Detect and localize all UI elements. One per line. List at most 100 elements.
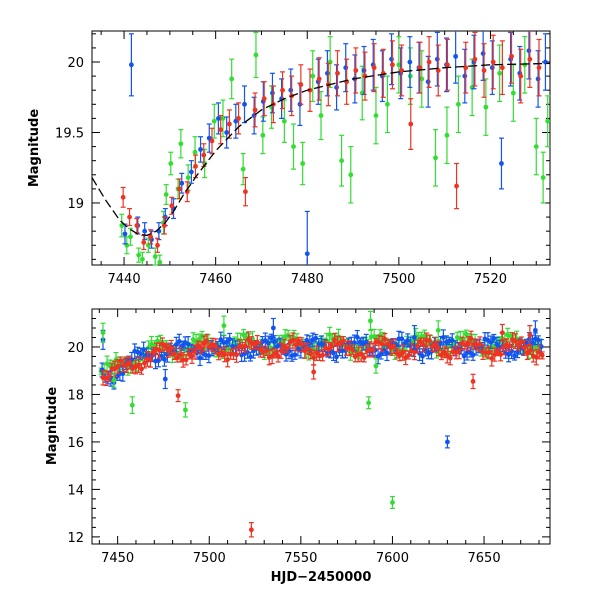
top-green-point xyxy=(444,132,450,138)
bottom-red-point xyxy=(311,355,317,361)
bottom-red-outlier xyxy=(248,527,254,533)
top-panel-frame xyxy=(91,30,551,266)
top-red-point xyxy=(227,121,232,127)
top-blue-point xyxy=(216,115,221,121)
bottom-y-tick-label: 12 xyxy=(67,531,84,546)
top-red-point xyxy=(527,56,533,62)
bottom-red-point xyxy=(284,345,290,351)
bottom-green-outlier xyxy=(390,500,395,505)
bottom-red-point xyxy=(465,340,471,346)
top-green-point xyxy=(396,62,402,68)
bottom-red-point xyxy=(415,343,420,349)
bottom-blue-point xyxy=(524,340,529,346)
top-red-point xyxy=(193,163,198,169)
top-blue-point xyxy=(334,84,339,90)
bottom-green-outlier xyxy=(435,327,441,333)
top-y-tick-label: 19.5 xyxy=(55,126,84,141)
top-blue-point xyxy=(343,65,349,71)
top-red-point xyxy=(518,73,524,79)
top-green-point xyxy=(310,73,316,79)
top-blue-point xyxy=(304,251,310,257)
top-green-point xyxy=(373,113,379,118)
top-x-tick-label: 7480 xyxy=(291,272,324,287)
top-red-point xyxy=(127,214,132,220)
top-y-tick-label: 19 xyxy=(67,197,84,212)
bottom-red-point xyxy=(332,337,337,343)
top-red-point xyxy=(454,183,459,189)
top-blue-point xyxy=(142,228,148,234)
top-red-point xyxy=(399,68,405,73)
top-blue-point xyxy=(462,73,468,79)
bottom-red-point xyxy=(349,347,355,352)
bottom-red-point xyxy=(326,346,331,352)
bottom-red-point xyxy=(435,346,441,351)
bottom-red-point xyxy=(308,351,314,357)
bottom-red-point xyxy=(189,353,195,359)
bottom-green-outlier xyxy=(366,400,372,406)
bottom-x-tick-label: 7450 xyxy=(101,551,134,566)
top-red-point xyxy=(463,65,469,71)
bottom-red-outlier xyxy=(311,369,317,375)
bottom-green-outlier xyxy=(129,402,135,408)
bottom-blue-point xyxy=(185,341,191,347)
top-blue-point xyxy=(407,59,413,65)
top-panel-ticks: 7440 7460 7480 7500 7520 19 19.5 20 xyxy=(55,31,550,287)
top-red-point xyxy=(499,65,505,71)
top-red-point xyxy=(390,62,395,68)
top-x-tick-label: 7500 xyxy=(382,272,415,287)
bottom-x-axis-label: HJD−2450000 xyxy=(271,570,372,585)
bottom-red-point xyxy=(477,341,483,347)
top-red-point xyxy=(417,65,423,71)
bottom-panel-ticks: 7450 7500 7550 7600 7650 12 14 16 18 20 xyxy=(67,308,550,566)
bottom-blue-point xyxy=(449,338,455,343)
top-blue-point xyxy=(535,76,541,82)
top-x-tick-label: 7460 xyxy=(199,272,232,287)
top-green-point xyxy=(128,234,133,240)
bottom-blue-point xyxy=(227,336,233,342)
top-blue-point xyxy=(188,169,194,175)
top-red-point xyxy=(252,107,258,113)
top-red-point xyxy=(408,121,414,127)
top-green-point xyxy=(522,62,528,68)
bottom-blue-point xyxy=(506,352,512,357)
bottom-x-tick-label: 7650 xyxy=(468,551,501,566)
top-red-point xyxy=(371,65,377,71)
bottom-red-point xyxy=(379,341,385,347)
bottom-panel-frame xyxy=(91,308,551,545)
bottom-red-point xyxy=(272,350,278,356)
bottom-red-point xyxy=(507,343,512,349)
top-green-point xyxy=(152,254,158,259)
top-red-point xyxy=(481,68,487,73)
top-blue-point xyxy=(480,51,486,56)
bottom-red-point xyxy=(400,350,406,356)
bottom-blue-point xyxy=(530,340,535,346)
top-green-point xyxy=(300,161,306,166)
top-red-point xyxy=(536,65,542,71)
bottom-green-outlier xyxy=(221,323,227,329)
top-red-point xyxy=(155,242,160,248)
bottom-blue-point xyxy=(156,358,161,364)
bottom-red-point xyxy=(536,350,542,355)
bottom-red-point xyxy=(447,355,453,361)
bottom-red-point xyxy=(296,338,302,344)
top-blue-point xyxy=(489,65,495,71)
bottom-red-point xyxy=(421,342,426,348)
bottom-blue-point xyxy=(176,339,182,344)
top-green-point xyxy=(497,70,503,76)
bottom-y-axis-label: Magnitude xyxy=(45,387,60,466)
top-green-point xyxy=(433,155,438,161)
bottom-blue-point xyxy=(535,337,541,343)
bottom-red-point xyxy=(198,345,204,351)
bottom-red-point xyxy=(165,348,171,354)
bottom-red-point xyxy=(406,352,412,358)
top-red-point xyxy=(280,87,285,93)
bottom-blue-point xyxy=(420,353,426,359)
bottom-green-outlier xyxy=(373,363,379,369)
bottom-green-outlier xyxy=(111,377,117,383)
top-red-point xyxy=(177,186,182,192)
top-red-point xyxy=(209,138,215,144)
bottom-red-point xyxy=(290,338,296,343)
bottom-blue-point xyxy=(271,339,277,345)
bottom-red-point xyxy=(275,354,281,359)
bottom-red-point xyxy=(468,336,474,342)
